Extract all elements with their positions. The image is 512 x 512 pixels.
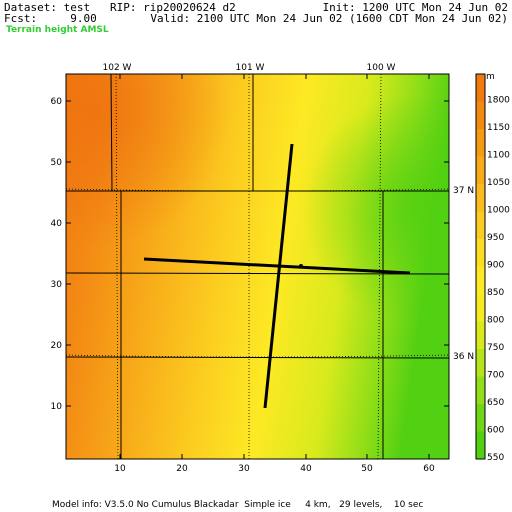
tick-marks (66, 74, 449, 459)
colorbar-level-label: 900 (487, 261, 504, 271)
colorbar-swatch (476, 376, 485, 405)
longitude-label: 100 W (367, 63, 396, 73)
colorbar-swatch (476, 404, 485, 432)
colorbar-level-label: 1000 (487, 206, 510, 216)
y-tick-label: 30 (51, 280, 63, 290)
longitude-lines (115, 73, 382, 460)
lowland-shading (66, 74, 449, 459)
latitude-lines (65, 188, 450, 358)
longitude-label: 101 W (236, 63, 265, 73)
colorbar-labels: 1800 1150 1100 1050 1000 950 900 850 800 750 700 65… (487, 96, 510, 464)
colorbar-swatch (476, 101, 485, 130)
model-info: Model info: V3.5.0 No Cumulus Blackadar … (52, 500, 424, 510)
colorbar-swatch (476, 211, 485, 240)
colorbar-level-label: 1800 (487, 96, 510, 106)
dataset-label: Dataset: test RIP: rip20020624 d2 (4, 1, 236, 14)
y-tick-label: 60 (51, 97, 63, 107)
colorbar-level-label: 1150 (487, 123, 510, 133)
y-tick-label: 40 (51, 219, 63, 229)
init-time-label: Init: 1200 UTC Mon 24 Jun 02 (322, 1, 508, 14)
valid-time-label: Valid: 2100 UTC Mon 24 Jun 02 (1600 CDT … (150, 12, 508, 25)
forecast-hour-label: Fcst: 9.00 (4, 12, 97, 25)
state-boundaries (65, 73, 450, 459)
y-tick-label: 10 (51, 402, 63, 412)
colorbar-swatch (476, 294, 485, 322)
colorbar-level-label: 1050 (487, 178, 510, 188)
x-tick-label: 20 (176, 464, 188, 474)
colorbar-frame (475, 73, 486, 460)
latitude-label: 36 N (453, 352, 474, 362)
y-tick-label: 50 (51, 158, 63, 168)
colorbar-level-label: 1100 (487, 151, 510, 161)
colorbar-swatch (476, 321, 485, 350)
latitude-label: 37 N (453, 186, 474, 196)
x-tick-label: 40 (300, 464, 312, 474)
y-tick-label: 20 (51, 341, 63, 351)
colorbar-level-label: 950 (487, 233, 504, 243)
x-tick-label: 10 (114, 464, 126, 474)
longitude-label: 102 W (103, 63, 132, 73)
colorbar-swatch (476, 156, 485, 185)
colorbar-level-label: 750 (487, 343, 504, 353)
colorbar-swatch (476, 431, 485, 460)
colorbar-level-label: 700 (487, 371, 504, 381)
colorbar-swatch (476, 74, 485, 102)
map-frame (65, 73, 450, 460)
colorbar-unit: m (486, 72, 495, 82)
colorbar-level-label: 650 (487, 398, 504, 408)
x-tick-label: 50 (361, 464, 373, 474)
colorbar-level-label: 850 (487, 288, 504, 298)
colorbar-swatch (476, 266, 485, 295)
colorbar-swatch (476, 239, 485, 267)
colorbar-swatch (476, 349, 485, 377)
colorbar-level-label: 800 (487, 316, 504, 326)
colorbar (475, 73, 486, 460)
station-marker (299, 264, 303, 268)
colorbar-swatch (476, 129, 485, 157)
colorbar-swatch (476, 184, 485, 212)
field-title: Terrain height AMSL (6, 25, 109, 35)
colorbar-level-label: 600 (487, 426, 504, 436)
x-tick-label: 30 (238, 464, 250, 474)
cross-section-lines (143, 143, 411, 409)
x-tick-label: 60 (423, 464, 435, 474)
colorbar-level-label: 550 (487, 453, 504, 463)
